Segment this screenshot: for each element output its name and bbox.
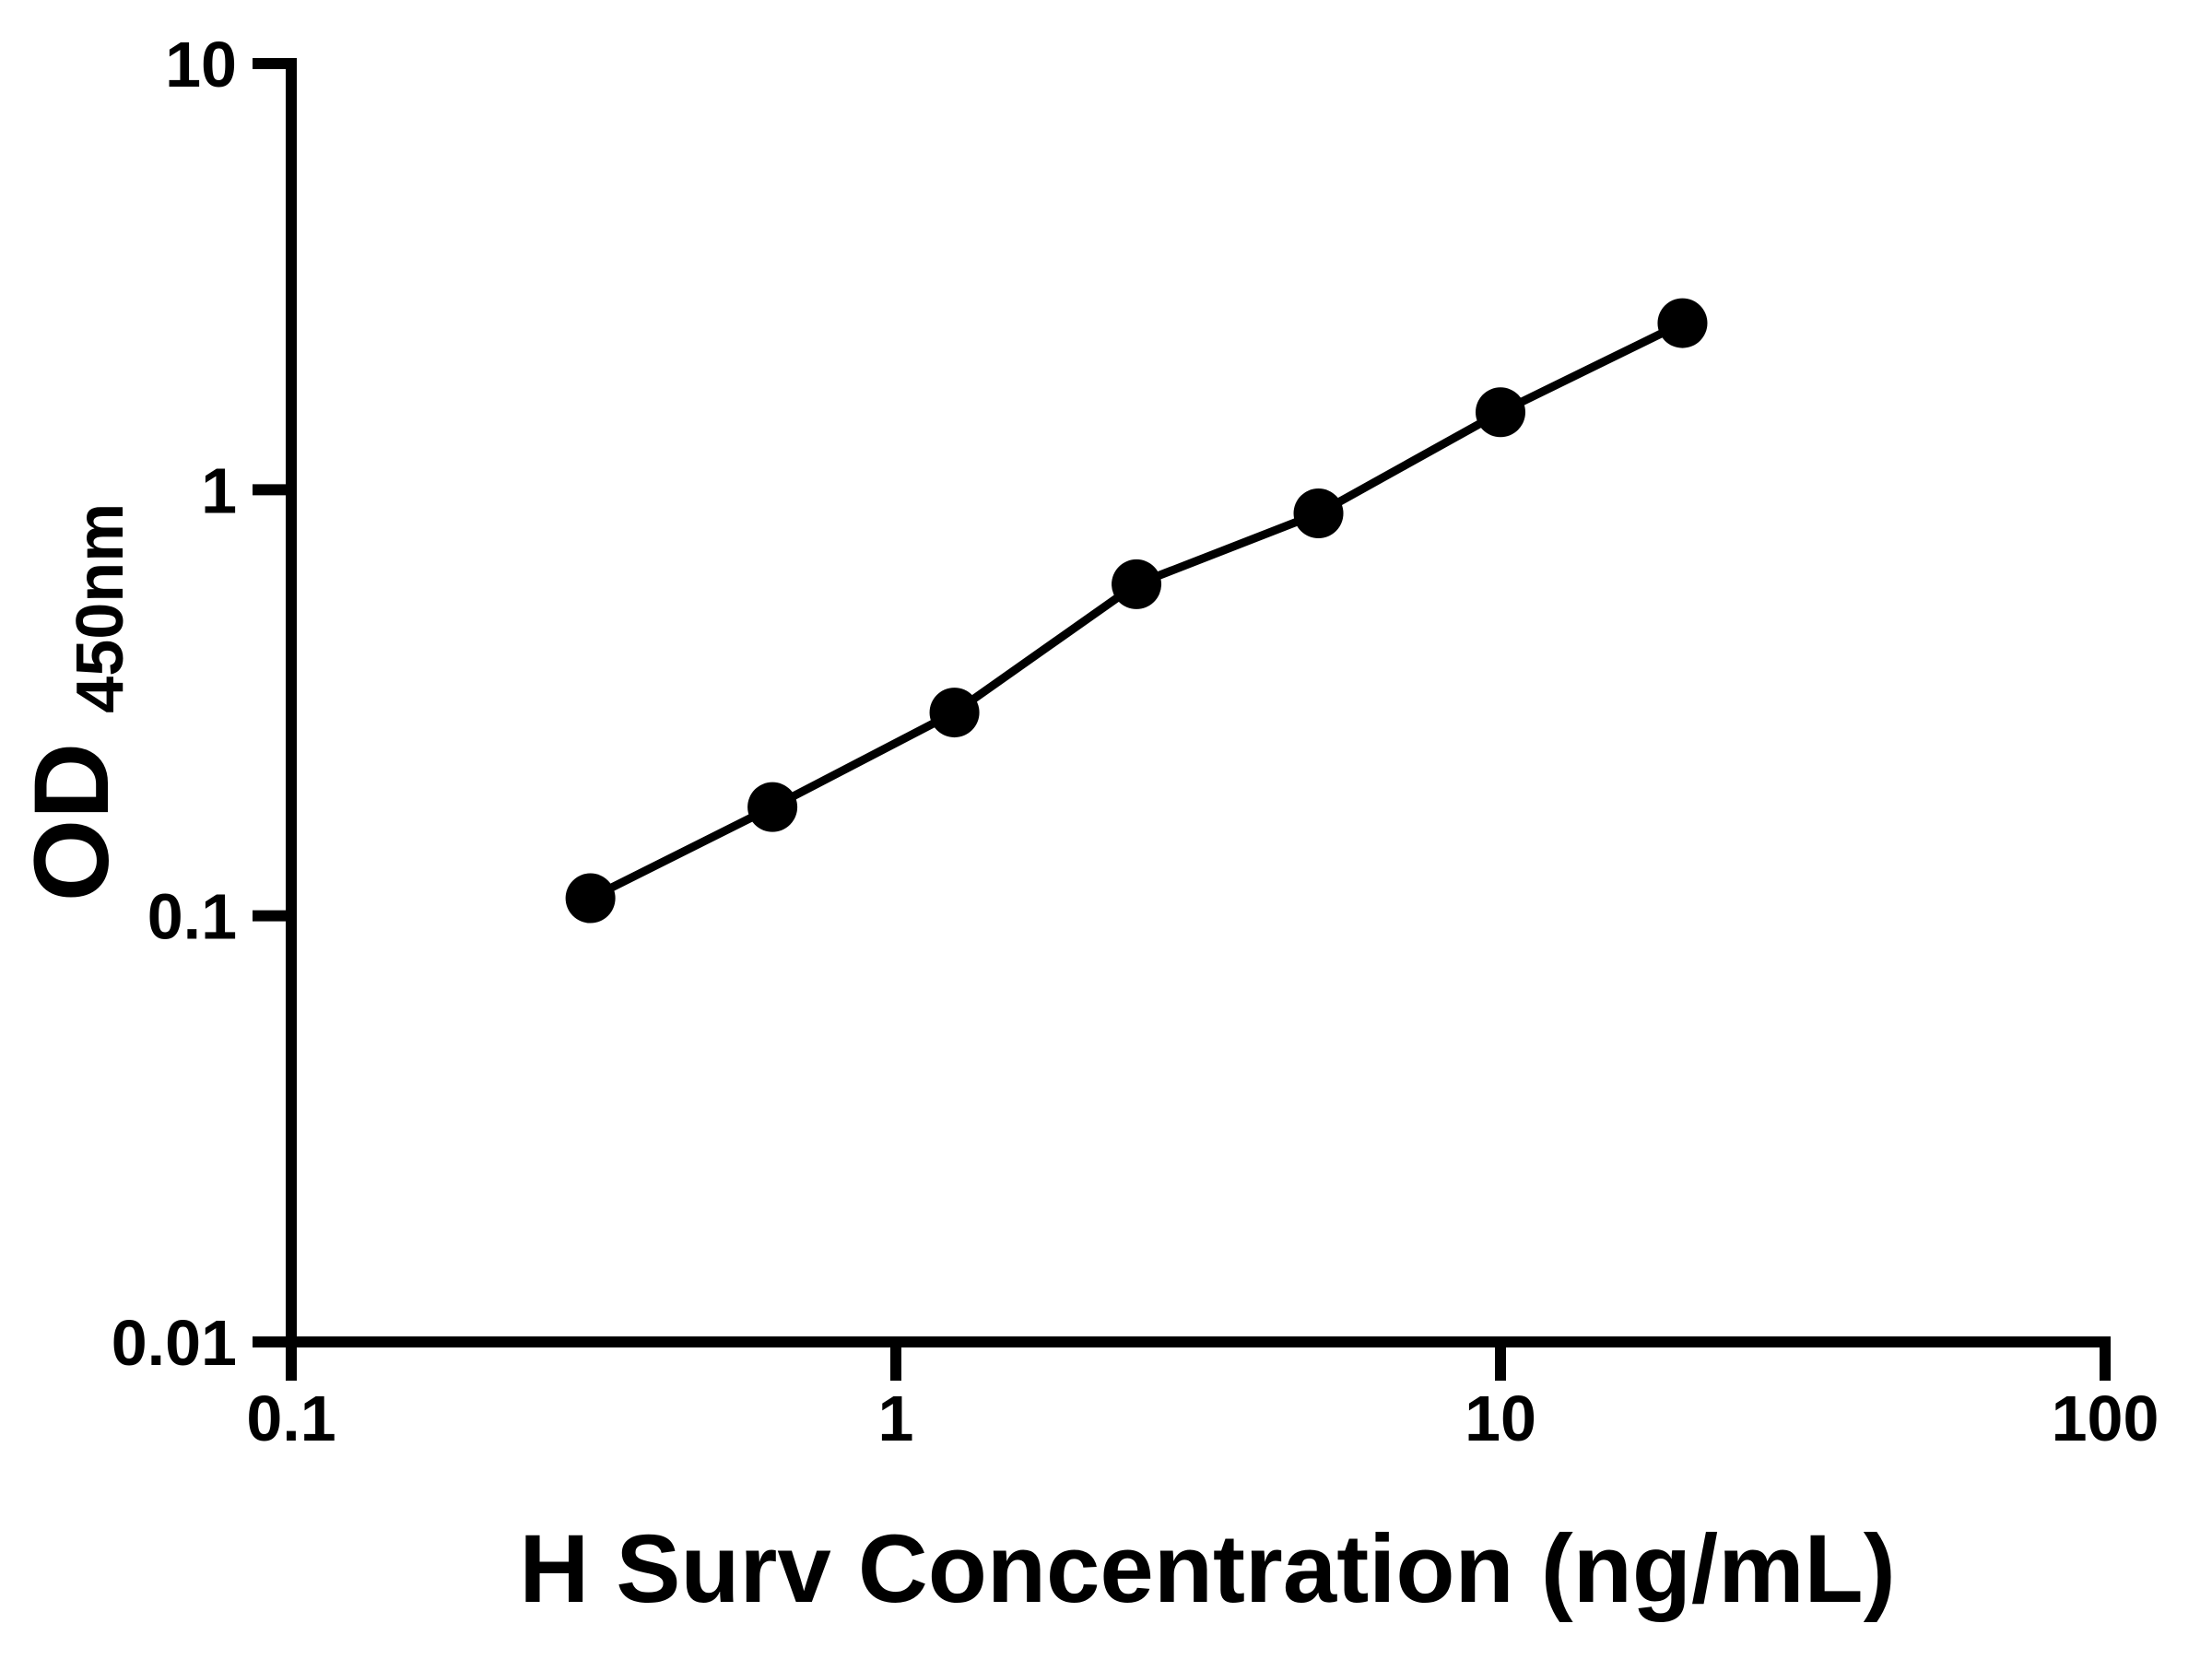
x-tick-label: 10 xyxy=(1465,1382,1536,1454)
x-tick-label: 1 xyxy=(878,1382,914,1454)
y-axis-title-subscript: 450nm xyxy=(64,503,137,713)
y-tick-label: 10 xyxy=(165,29,237,100)
y-axis-title: OD 450nm xyxy=(13,503,137,902)
data-point xyxy=(1657,298,1708,348)
y-axis-title-main: OD xyxy=(13,743,131,902)
data-point xyxy=(565,873,616,924)
x-tick-label: 0.1 xyxy=(246,1382,335,1454)
marker-layer xyxy=(565,298,1708,924)
y-tick-label: 1 xyxy=(201,454,237,526)
data-point xyxy=(1112,559,1162,609)
x-tick-label: 100 xyxy=(2052,1382,2159,1454)
data-point xyxy=(1476,387,1525,438)
x-axis-title: H Surv Concentration (ng/mL) xyxy=(519,1515,1895,1623)
y-tick-label: 0.01 xyxy=(112,1307,237,1379)
data-point xyxy=(929,688,980,738)
axis-layer xyxy=(253,58,2111,1381)
y-tick-label: 0.1 xyxy=(147,881,237,953)
data-point xyxy=(747,782,798,832)
data-point xyxy=(1293,488,1344,539)
